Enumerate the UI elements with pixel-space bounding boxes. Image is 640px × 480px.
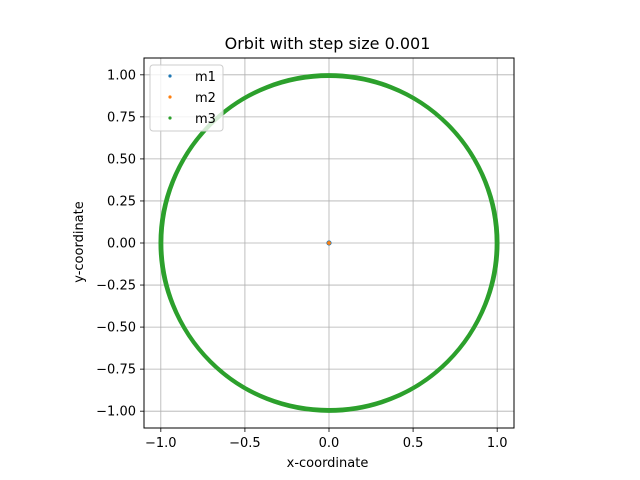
legend-marker-m2 [168,95,172,99]
y-tick-label: 0.75 [107,110,136,125]
y-axis-label: y-coordinate [72,201,87,283]
x-tick-label: 0.5 [403,436,424,451]
y-tick-label: 0.00 [107,237,136,252]
legend-label-m3: m3 [195,112,216,127]
y-tick-label: 0.50 [107,152,136,167]
y-tick-label: −0.75 [96,363,136,378]
chart-title: Orbit with step size 0.001 [225,34,431,53]
series-m3-orbit-inner [158,75,500,411]
legend-box [149,64,224,132]
y-tick-label: −0.25 [96,279,136,294]
x-axis-ticks: −1.0 −0.5 0.0 0.5 1.0 [145,428,508,451]
legend-marker-m3 [168,116,172,120]
series-m3-orbit [159,73,499,413]
plot-marks [158,73,500,413]
legend-marker-m1 [168,74,172,78]
x-tick-label: −0.5 [229,436,261,451]
x-axis-label: x-coordinate [287,456,369,471]
x-tick-label: 1.0 [487,436,508,451]
legend: m1 m2 m3 [149,64,224,132]
x-tick-label: −1.0 [145,436,177,451]
legend-label-m2: m2 [195,91,216,106]
y-tick-label: −0.50 [96,321,136,336]
y-tick-label: −1.00 [96,405,136,420]
series-m2-point [326,240,332,246]
legend-label-m1: m1 [195,70,216,85]
y-tick-label: 0.25 [107,194,136,209]
y-axis-ticks: −1.00 −0.75 −0.50 −0.25 0.00 0.25 0.50 0.75 1.00 [96,68,144,420]
x-tick-label: 0.0 [319,436,340,451]
y-tick-label: 1.00 [107,68,136,83]
